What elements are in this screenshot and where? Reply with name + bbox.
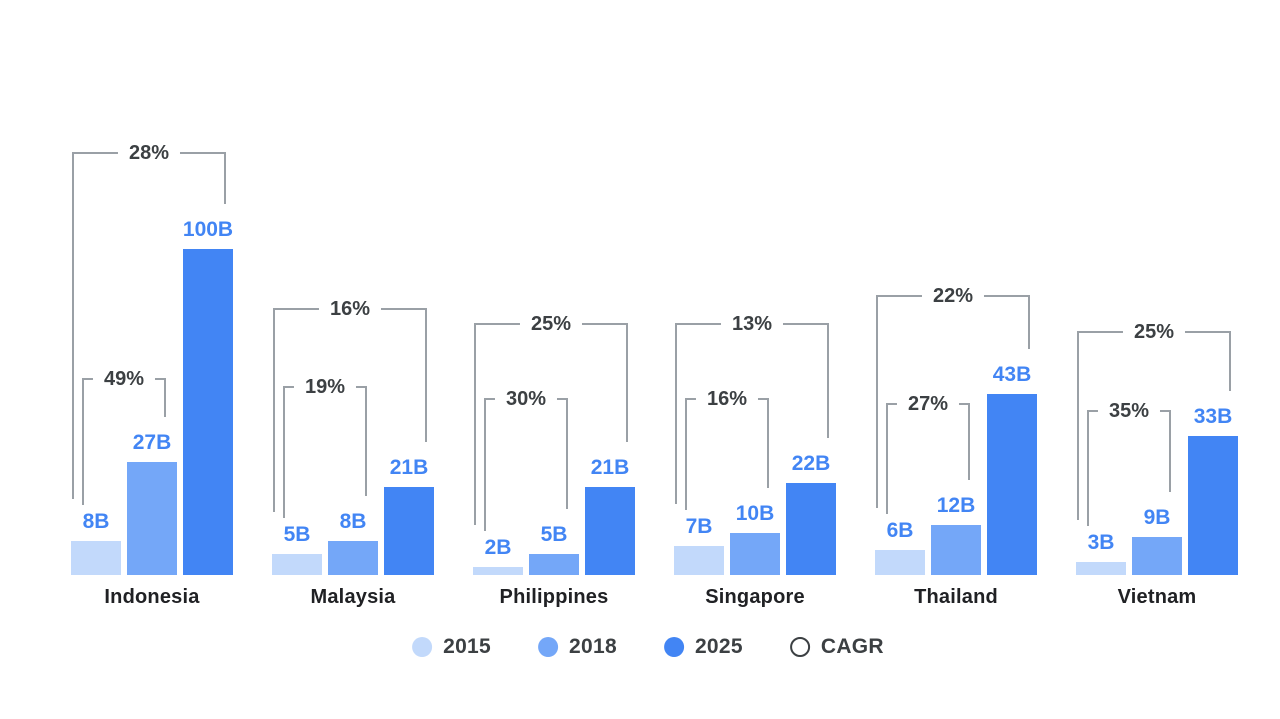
legend-label-2015: 2015 <box>443 635 492 658</box>
bar-2015-singapore <box>674 546 724 575</box>
category-label-indonesia: Indonesia <box>104 586 200 608</box>
cagr-bracket-outer-left-leg <box>273 308 275 512</box>
legend-swatch-2025-icon <box>663 637 684 657</box>
legend-cagr-ring-icon <box>789 637 810 657</box>
cagr-bracket-inner-right-leg <box>566 398 568 509</box>
legend-label-2025: 2025 <box>694 635 743 658</box>
cagr-bracket-inner-right-leg <box>1169 410 1171 492</box>
category-label-malaysia: Malaysia <box>310 586 396 608</box>
category-label-singapore: Singapore <box>705 586 805 608</box>
cagr-bracket-outer-value: 16% <box>318 296 382 322</box>
cagr-bracket-outer-right-leg <box>1229 331 1231 391</box>
bar-value-label: 7B <box>685 515 713 538</box>
bar-2018-vietnam <box>1132 537 1182 575</box>
category-label-vietnam: Vietnam <box>1117 586 1197 608</box>
cagr-bracket-inner-right-leg <box>968 403 970 480</box>
bar-2015-malaysia <box>272 554 322 575</box>
cagr-bracket-inner-left-leg <box>82 378 84 505</box>
category-label-philippines: Philippines <box>499 586 609 608</box>
legend-item-2015: 2015 <box>412 635 491 659</box>
bar-2025-philippines <box>585 487 635 575</box>
bar-value-label: 3B <box>1087 531 1115 554</box>
bar-value-label: 21B <box>389 456 429 479</box>
cagr-bracket-inner-left-leg <box>685 398 687 510</box>
cagr-bracket-inner-value: 19% <box>293 374 357 400</box>
bar-2015-indonesia <box>71 541 121 575</box>
cagr-bracket-inner-right-leg <box>164 378 166 417</box>
cagr-bracket-inner-value: 16% <box>695 386 759 412</box>
cagr-bracket-inner-left-leg <box>283 386 285 518</box>
bar-value-label: 9B <box>1143 506 1171 529</box>
cagr-bracket-outer-right-leg <box>425 308 427 442</box>
bar-2025-indonesia <box>183 249 233 575</box>
legend-item-cagr: CAGR <box>789 635 884 659</box>
bar-2025-vietnam <box>1188 436 1238 575</box>
bar-value-label: 43B <box>992 363 1032 386</box>
cagr-bracket-outer-value: 13% <box>720 311 784 337</box>
bar-value-label: 12B <box>936 494 976 517</box>
bar-2015-vietnam <box>1076 562 1126 575</box>
bar-value-label: 5B <box>283 523 311 546</box>
bar-value-label: 27B <box>132 431 172 454</box>
category-label-thailand: Thailand <box>914 586 998 608</box>
legend-label-cagr: CAGR <box>820 635 884 658</box>
bar-value-label: 33B <box>1193 405 1233 428</box>
legend-label-2018: 2018 <box>569 635 617 658</box>
cagr-bracket-outer-left-leg <box>72 152 74 499</box>
cagr-bracket-outer-right-leg <box>224 152 226 204</box>
cagr-bracket-outer-right-leg <box>626 323 628 442</box>
bar-value-label: 2B <box>484 536 512 559</box>
bar-value-label: 100B <box>182 218 234 241</box>
cagr-bracket-inner-value: 35% <box>1097 398 1161 424</box>
cagr-bracket-outer-value: 25% <box>1122 319 1186 345</box>
bar-value-label: 6B <box>886 519 914 542</box>
bar-2018-philippines <box>529 554 579 575</box>
cagr-bracket-inner-value: 30% <box>494 386 558 412</box>
bar-value-label: 10B <box>735 502 775 525</box>
bar-2025-malaysia <box>384 487 434 575</box>
bar-2025-thailand <box>987 394 1037 575</box>
bar-2018-thailand <box>931 525 981 575</box>
cagr-bracket-inner-value: 27% <box>896 391 960 417</box>
chart-legend: 2015 2018 2025 CAGR <box>412 633 884 661</box>
cagr-bracket-inner-left-leg <box>886 403 888 514</box>
legend-swatch-2018-icon <box>538 637 559 657</box>
bar-value-label: 5B <box>540 523 568 546</box>
bar-value-label: 22B <box>791 452 831 475</box>
bar-2015-thailand <box>875 550 925 575</box>
cagr-bracket-inner-left-leg <box>484 398 486 531</box>
cagr-bracket-outer-left-leg <box>876 295 878 508</box>
bar-value-label: 8B <box>82 510 110 533</box>
cagr-bracket-outer-value: 22% <box>921 283 985 309</box>
cagr-bracket-inner-left-leg <box>1087 410 1089 526</box>
bar-2018-singapore <box>730 533 780 575</box>
bar-2018-malaysia <box>328 541 378 575</box>
legend-swatch-2015-icon <box>412 637 433 657</box>
cagr-bracket-outer-right-leg <box>1028 295 1030 349</box>
cagr-bracket-outer-left-leg <box>1077 331 1079 520</box>
cagr-bracket-inner-right-leg <box>767 398 769 488</box>
legend-item-2018: 2018 <box>538 635 617 659</box>
bar-value-label: 8B <box>339 510 367 533</box>
cagr-bracket-outer-value: 25% <box>519 311 583 337</box>
bar-2025-singapore <box>786 483 836 575</box>
cagr-bracket-inner-right-leg <box>365 386 367 496</box>
legend-item-2025: 2025 <box>663 635 743 659</box>
cagr-bracket-outer-left-leg <box>675 323 677 504</box>
bar-2015-philippines <box>473 567 523 575</box>
cagr-bracket-outer-left-leg <box>474 323 476 525</box>
bar-value-label: 21B <box>590 456 630 479</box>
cagr-bracket-inner-value: 49% <box>92 366 156 392</box>
bar-2018-indonesia <box>127 462 177 575</box>
cagr-bracket-outer-value: 28% <box>117 140 181 166</box>
cagr-bracket-outer-right-leg <box>827 323 829 438</box>
